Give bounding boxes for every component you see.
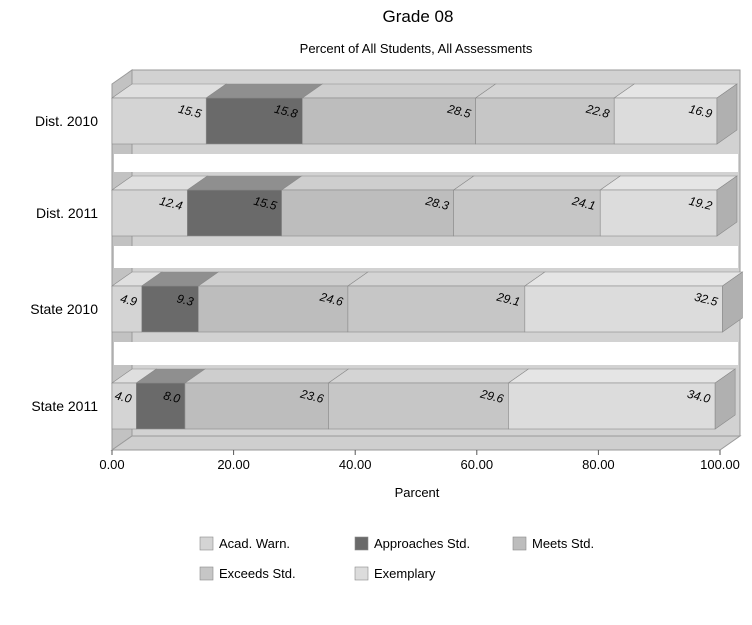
bar-segment bbox=[508, 382, 716, 430]
bar-segment bbox=[302, 97, 476, 145]
data-label: 32.5 bbox=[693, 290, 719, 309]
legend-swatch bbox=[354, 566, 369, 581]
x-tick-label: 40.00 bbox=[339, 457, 372, 472]
bar-row: 15.5 15.8 28.5 22.8 16.9 bbox=[111, 83, 738, 145]
bar-segment-top bbox=[523, 271, 744, 287]
category-label: State 2010 bbox=[30, 301, 98, 317]
data-label: 16.9 bbox=[688, 102, 714, 121]
data-label: 22.8 bbox=[584, 101, 611, 121]
legend-label: Acad. Warn. bbox=[219, 536, 290, 551]
bar-segment-top bbox=[327, 368, 530, 384]
legend-label: Approaches Std. bbox=[374, 536, 470, 551]
legend-swatch bbox=[199, 536, 214, 551]
data-label: 24.6 bbox=[318, 289, 345, 309]
bar-segment bbox=[613, 97, 718, 145]
legend-label: Exemplary bbox=[374, 566, 436, 581]
x-axis-label: Parcent bbox=[395, 485, 440, 500]
bar-segment bbox=[205, 97, 303, 145]
chart-title: Grade 08 bbox=[383, 7, 454, 26]
data-label: 24.1 bbox=[570, 193, 597, 212]
data-label: 15.5 bbox=[252, 194, 278, 213]
bar-segment-top bbox=[474, 83, 636, 99]
bar-segment bbox=[187, 189, 282, 237]
bar-segment-top bbox=[301, 83, 497, 99]
bar-segment bbox=[281, 189, 454, 237]
row-separator bbox=[114, 246, 738, 268]
data-label: 8.0 bbox=[162, 388, 182, 406]
row-separator bbox=[114, 342, 738, 365]
bar-segment-top bbox=[599, 175, 738, 191]
bar-segment bbox=[198, 285, 349, 333]
bar-segment bbox=[111, 285, 143, 333]
bar-segment bbox=[599, 189, 718, 237]
bar-row: 12.4 15.5 28.3 24.1 19.2 bbox=[111, 175, 738, 237]
bar-segment-side bbox=[714, 368, 736, 430]
legend: Acad. Warn. Approaches Std. Meets Std. Exce… bbox=[199, 536, 594, 581]
data-label: 29.1 bbox=[494, 289, 521, 308]
chart-subtitle: Percent of All Students, All Assessments bbox=[300, 41, 533, 56]
bar-segment bbox=[328, 382, 509, 430]
legend-item: Approaches Std. bbox=[354, 536, 470, 551]
data-label: 9.3 bbox=[175, 291, 195, 309]
data-label: 23.6 bbox=[298, 386, 325, 406]
x-tick-label: 60.00 bbox=[461, 457, 494, 472]
x-tick-label: 20.00 bbox=[217, 457, 250, 472]
plot-floor bbox=[110, 435, 742, 451]
data-label: 15.8 bbox=[273, 102, 299, 121]
row-separator bbox=[114, 154, 738, 172]
bar-segment-side bbox=[716, 175, 738, 237]
data-label: 4.0 bbox=[113, 388, 133, 406]
data-label: 12.4 bbox=[158, 194, 184, 213]
bar-segment-top bbox=[613, 83, 738, 99]
legend-item: Exemplary bbox=[354, 566, 436, 581]
x-tick-label: 80.00 bbox=[582, 457, 615, 472]
legend-swatch bbox=[199, 566, 214, 581]
legend-swatch bbox=[512, 536, 527, 551]
category-label: Dist. 2010 bbox=[35, 113, 98, 129]
bar-segment bbox=[141, 285, 199, 333]
bar-segment-top bbox=[197, 271, 369, 287]
bar-segment-top bbox=[452, 175, 622, 191]
bar-segment bbox=[524, 285, 723, 333]
bar-segment-side bbox=[716, 83, 738, 145]
bar-segment bbox=[111, 97, 207, 145]
data-label: 29.6 bbox=[478, 386, 505, 406]
data-label: 19.2 bbox=[688, 194, 714, 213]
x-tick-label: 0.00 bbox=[99, 457, 124, 472]
bar-segment bbox=[111, 382, 137, 430]
bar-segment-side bbox=[722, 271, 743, 333]
data-label: 28.5 bbox=[445, 101, 472, 121]
bar-segment bbox=[184, 382, 329, 430]
data-label: 34.0 bbox=[686, 387, 712, 406]
bar-row: 4.9 9.3 24.6 29.1 32.5 bbox=[111, 271, 744, 333]
bar-segment bbox=[111, 189, 188, 237]
bar-segment-top bbox=[184, 368, 350, 384]
category-label: Dist. 2011 bbox=[36, 205, 98, 221]
legend-label: Exceeds Std. bbox=[219, 566, 296, 581]
legend-swatch bbox=[354, 536, 369, 551]
data-label: 15.5 bbox=[177, 102, 203, 121]
bar-segment-top bbox=[346, 271, 546, 287]
bar-segment bbox=[136, 382, 186, 430]
bar-segment-top bbox=[280, 175, 475, 191]
bar-segment-top bbox=[507, 368, 737, 384]
bar-segment bbox=[475, 97, 615, 145]
legend-item: Acad. Warn. bbox=[199, 536, 290, 551]
category-label: State 2011 bbox=[31, 398, 98, 414]
data-label: 4.9 bbox=[119, 291, 139, 309]
data-label: 28.3 bbox=[423, 193, 450, 213]
legend-item: Meets Std. bbox=[512, 536, 594, 551]
x-tick-label: 100.00 bbox=[700, 457, 740, 472]
bar-row: 4.0 8.0 23.6 29.6 34.0 bbox=[111, 368, 737, 430]
legend-item: Exceeds Std. bbox=[199, 566, 296, 581]
legend-label: Meets Std. bbox=[532, 536, 594, 551]
